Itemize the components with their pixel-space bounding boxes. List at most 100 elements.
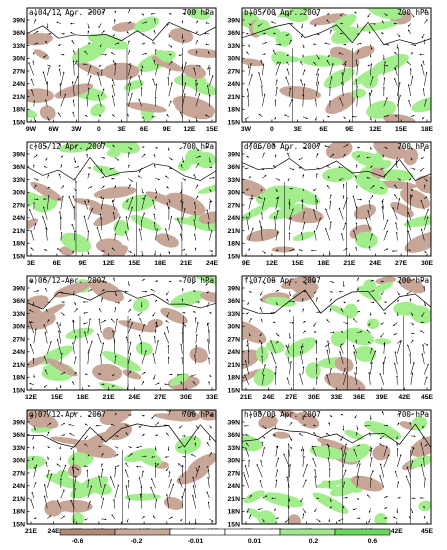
wind-vector	[141, 33, 145, 36]
lat-tick-label: 21N	[228, 228, 241, 235]
lon-tick-label: 42E	[391, 528, 404, 535]
coastline	[27, 21, 216, 42]
anomaly-shade	[366, 100, 397, 119]
lat-tick-label: 30N	[13, 56, 26, 63]
wind-vector	[397, 197, 401, 210]
lat-tick-label: 21N	[13, 228, 26, 235]
wind-vector	[84, 50, 89, 55]
wind-vector	[47, 319, 50, 323]
wind-vector	[44, 287, 48, 292]
wind-vector	[180, 233, 183, 241]
wind-vector	[316, 33, 320, 36]
panel-title: a)04/12 Apr. 2007	[29, 8, 106, 17]
wind-vector	[343, 116, 346, 119]
lon-tick-label: 18E	[421, 126, 434, 133]
wind-vector	[60, 93, 66, 107]
wind-vector	[314, 331, 317, 334]
wind-vector	[274, 99, 277, 107]
wind-vector	[45, 369, 48, 375]
wind-vector	[370, 279, 374, 282]
anomaly-shade	[50, 436, 90, 446]
wind-vector	[356, 330, 363, 334]
wind-vector	[271, 279, 276, 282]
anomaly-shade	[190, 276, 216, 287]
wind-vector	[380, 32, 384, 35]
wind-vector	[32, 435, 35, 440]
wind-vector	[74, 157, 77, 163]
wind-vector	[270, 312, 276, 314]
lon-tick-label: 45E	[421, 394, 434, 401]
lon-tick-label: 24E	[206, 260, 219, 267]
anomaly-shade	[377, 180, 417, 190]
wind-vector	[302, 116, 308, 119]
wind-vector	[326, 373, 331, 385]
wind-vector	[244, 167, 249, 170]
wind-vector	[96, 226, 102, 241]
anomaly-shade	[30, 181, 63, 202]
wind-vector	[262, 93, 266, 107]
anomaly-shade	[354, 231, 378, 249]
wind-vector	[112, 60, 116, 66]
lon-tick-label: 45E	[421, 528, 434, 535]
wind-vector	[261, 212, 263, 220]
wind-vector	[33, 18, 37, 24]
wind-vector	[302, 330, 306, 334]
lon-tick-label: 12E	[25, 394, 38, 401]
wind-vector	[141, 278, 145, 282]
wind-vector	[155, 178, 160, 181]
wind-vector	[182, 39, 185, 45]
wind-vector	[343, 248, 348, 252]
wind-vector	[168, 280, 172, 283]
wind-vector	[209, 311, 212, 314]
anomaly-shade	[93, 212, 120, 227]
anomaly-shade	[175, 435, 201, 455]
wind-vector	[192, 290, 196, 292]
anomaly-shade	[145, 191, 187, 210]
wind-vector	[165, 320, 169, 323]
lat-tick-label: 24N	[13, 215, 26, 222]
wind-vector	[262, 152, 265, 158]
wind-vector	[393, 64, 398, 70]
wind-vector	[395, 162, 398, 168]
wind-vector	[370, 22, 376, 25]
wind-vector	[209, 157, 211, 163]
wind-vector	[270, 339, 277, 354]
wind-vector	[128, 146, 133, 150]
panel-level: 700 hPa	[397, 276, 429, 285]
wind-vector	[324, 145, 330, 148]
lat-tick-label: 27N	[228, 336, 241, 343]
wind-vector	[99, 353, 102, 365]
wind-vector	[33, 425, 36, 431]
wind-vector	[410, 157, 413, 161]
wind-vector	[338, 178, 344, 181]
wind-vector	[97, 333, 102, 344]
wind-vector	[128, 370, 132, 375]
wind-vector	[300, 79, 304, 86]
wind-vector	[286, 54, 290, 56]
wind-vector	[207, 64, 210, 70]
wind-vector	[260, 225, 263, 241]
wind-vector	[72, 250, 75, 253]
lat-tick-label: 24N	[228, 349, 241, 356]
anomaly-shade	[170, 290, 205, 308]
wind-vector	[329, 290, 333, 293]
wind-vector	[370, 290, 375, 292]
panel-level: 700 hPa	[182, 142, 214, 151]
lat-tick-label: 33N	[13, 311, 26, 318]
wind-vector	[60, 185, 65, 189]
wind-vector	[206, 301, 210, 308]
wind-vector	[205, 22, 210, 24]
wind-vector	[193, 201, 197, 210]
wind-vector	[207, 51, 210, 55]
wind-vector	[420, 199, 425, 210]
wind-vector	[272, 49, 277, 55]
wind-vector	[182, 82, 187, 97]
wind-vector	[195, 93, 201, 107]
lat-tick-label: 30N	[228, 458, 241, 465]
wind-vector	[163, 332, 170, 344]
wind-vector	[87, 340, 93, 354]
anomaly-shade	[187, 8, 211, 20]
wind-vector	[101, 185, 105, 189]
wind-vector	[356, 95, 359, 107]
wind-vector	[178, 54, 183, 56]
